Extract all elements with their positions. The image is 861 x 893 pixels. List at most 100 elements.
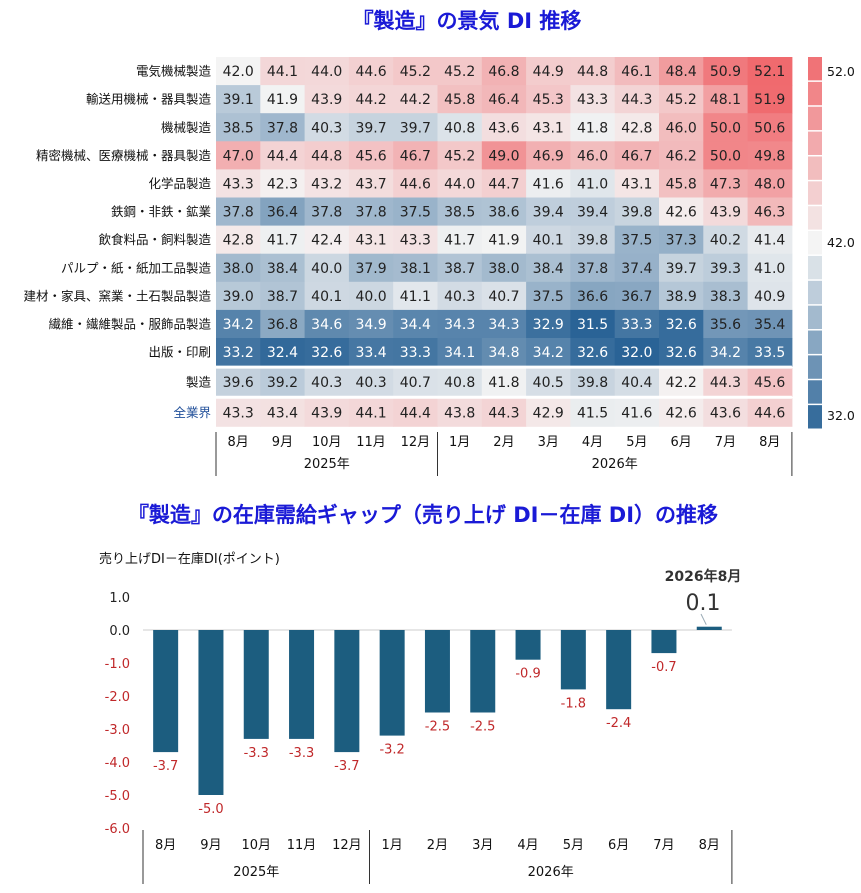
- heatmap-cell-value: 43.3: [577, 92, 608, 108]
- heatmap-cell: [393, 253, 438, 283]
- heatmap-cell: [526, 85, 571, 114]
- heatmap-cell: [659, 169, 704, 198]
- heatmap-cell-value: 46.0: [577, 148, 608, 164]
- heatmap-cell-value: 44.1: [267, 64, 298, 80]
- heatmap-cell-value: 39.1: [223, 92, 254, 108]
- heatmap-cell-value: 34.2: [710, 345, 741, 361]
- heatmap-cell: [393, 281, 438, 311]
- heatmap-cell-value: 43.4: [267, 405, 298, 421]
- heatmap-cell-value: 36.8: [267, 317, 298, 333]
- heatmap-cell-value: 37.5: [621, 233, 652, 249]
- heatmap-cell: [216, 225, 261, 255]
- heatmap-colorbar: 52.0 42.0 32.0: [808, 57, 855, 429]
- heatmap-cell: [393, 398, 438, 427]
- heatmap-month-label: 12月: [401, 435, 431, 450]
- heatmap-cell: [526, 225, 571, 255]
- x-tick-label: 4月: [517, 838, 538, 853]
- heatmap-cell: [614, 253, 660, 283]
- heatmap-cell: [570, 169, 616, 198]
- heatmap-cell: [260, 225, 306, 255]
- heatmap-cell: [614, 85, 660, 114]
- heatmap-cell: [703, 197, 749, 227]
- heatmap-cell-value: 34.4: [400, 317, 431, 333]
- heatmap-cell-value: 37.9: [355, 261, 386, 277]
- heatmap-cell-value: 43.1: [621, 176, 652, 192]
- heatmap-cell-value: 46.8: [488, 64, 519, 80]
- heatmap-cell-value: 43.7: [355, 176, 386, 192]
- heatmap-cell: [614, 398, 660, 427]
- heatmap-row-label: 全業界: [173, 405, 211, 420]
- x-year-label: 2025年: [233, 865, 279, 880]
- heatmap-cell: [260, 368, 306, 397]
- heatmap-cell: [260, 85, 306, 114]
- heatmap-cell: [614, 338, 660, 367]
- bar: [606, 630, 632, 710]
- heatmap-cell: [526, 338, 571, 367]
- heatmap-cell-value: 32.6: [666, 345, 697, 361]
- heatmap-cell-value: 38.3: [710, 289, 741, 305]
- heatmap-cell: [260, 197, 306, 227]
- heatmap-cell-value: 40.3: [311, 120, 342, 136]
- heatmap-cell: [437, 113, 483, 142]
- heatmap-cell-value: 34.1: [444, 345, 475, 361]
- heatmap-row-label: 出版・印刷: [148, 345, 211, 360]
- colorbar-segment: [808, 81, 822, 106]
- heatmap-cell-value: 47.0: [223, 148, 254, 164]
- heatmap-month-label: 3月: [538, 435, 559, 450]
- heatmap-cell: [703, 398, 749, 427]
- heatmap-cell: [703, 57, 749, 86]
- heatmap-cell-value: 44.6: [400, 176, 431, 192]
- heatmap-cell: [703, 253, 749, 283]
- heatmap-cell-value: 41.9: [267, 92, 298, 108]
- heatmap-cell: [481, 57, 527, 86]
- heatmap-cell-value: 33.3: [621, 317, 652, 333]
- heatmap-cell: [614, 309, 660, 339]
- heatmap-row-label: 電気機械製造: [136, 64, 212, 79]
- heatmap-cell: [260, 253, 306, 283]
- heatmap-cell-value: 44.6: [355, 64, 386, 80]
- heatmap-cell-value: 41.0: [754, 261, 785, 277]
- heatmap-cell: [570, 197, 616, 227]
- heatmap-cell: [481, 113, 527, 142]
- heatmap-cell: [570, 57, 616, 86]
- bar-data-label: -3.3: [244, 746, 269, 761]
- heatmap-cell-value: 34.6: [311, 317, 342, 333]
- heatmap-cell: [348, 141, 394, 170]
- heatmap-cell-value: 42.8: [223, 233, 254, 249]
- heatmap-cell-value: 39.8: [577, 233, 608, 249]
- heatmap-cell-value: 41.8: [488, 375, 519, 391]
- heatmap-cell-value: 45.2: [400, 64, 431, 80]
- heatmap-cell-value: 41.8: [577, 120, 608, 136]
- heatmap-cell: [747, 225, 793, 255]
- colorbar-segment: [808, 181, 822, 205]
- heatmap-row-label: パルプ・紙・紙加工品製造: [61, 260, 212, 275]
- heatmap-cell: [526, 141, 571, 170]
- heatmap-cell: [393, 338, 438, 367]
- heatmap-cell: [348, 309, 394, 339]
- heatmap-cell: [348, 85, 394, 114]
- heatmap-cell: [348, 253, 394, 283]
- heatmap-cell-value: 50.0: [710, 148, 741, 164]
- heatmap-cell-value: 45.8: [666, 176, 697, 192]
- heatmap-cell-value: 38.1: [400, 261, 431, 277]
- heatmap-cell-value: 39.8: [577, 375, 608, 391]
- heatmap-cell-value: 50.6: [754, 120, 785, 136]
- heatmap-cell: [437, 309, 483, 339]
- heatmap-cell: [304, 253, 350, 283]
- heatmap-month-label: 9月: [272, 435, 293, 450]
- heatmap-cell-value: 42.0: [223, 64, 254, 80]
- heatmap-cell-value: 45.6: [754, 375, 785, 391]
- heatmap-cell-value: 37.8: [577, 261, 608, 277]
- heatmap-cell-value: 40.3: [355, 375, 386, 391]
- heatmap-cell: [659, 338, 704, 367]
- heatmap-cell-value: 48.0: [754, 176, 785, 192]
- colorbar-segment: [808, 280, 822, 305]
- heatmap-cell-value: 41.5: [577, 405, 608, 421]
- heatmap-cell-value: 33.3: [400, 345, 431, 361]
- x-tick-label: 7月: [653, 838, 674, 853]
- callout-leader: [700, 613, 707, 625]
- x-tick-label: 9月: [200, 838, 221, 853]
- bar-chart-ylabel: 売り上げDI－在庫DI(ポイント): [99, 551, 280, 567]
- heatmap-cell-value: 38.0: [223, 261, 254, 277]
